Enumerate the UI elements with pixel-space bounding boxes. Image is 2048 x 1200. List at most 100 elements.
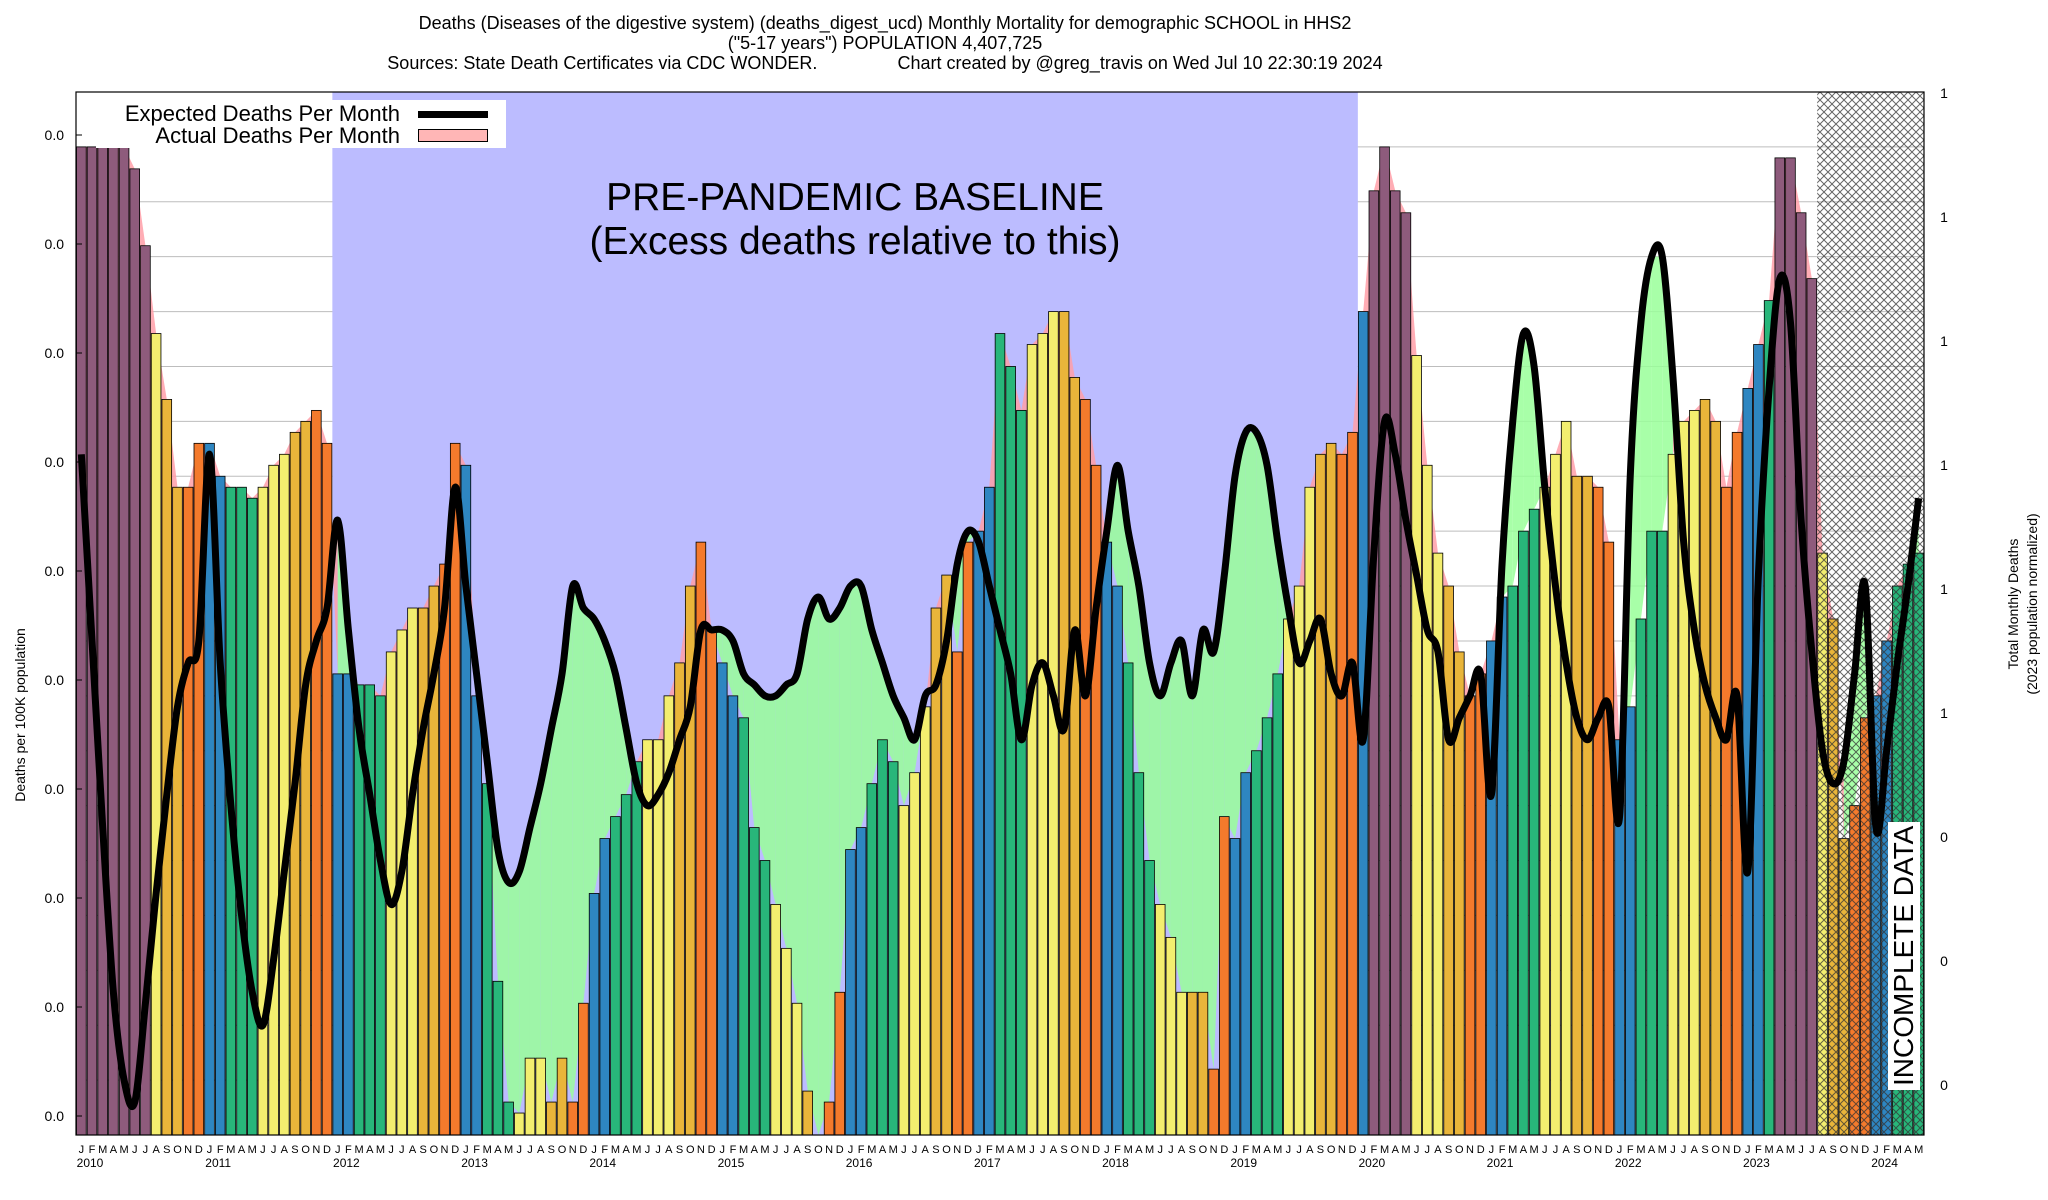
bar — [1026, 344, 1038, 1136]
month-tick-label: A — [1904, 1144, 1912, 1156]
month-tick-label: M — [483, 1144, 492, 1156]
right-tick-label: 0 — [1940, 829, 1948, 845]
month-tick-label: F — [1242, 1144, 1249, 1156]
month-tick-label: M — [739, 1144, 748, 1156]
bar — [417, 607, 429, 1136]
month-tick-label: A — [1050, 1144, 1058, 1156]
excess-band — [572, 586, 584, 1103]
month-tick-label: J — [1617, 1144, 1623, 1156]
month-tick-label: J — [1425, 1144, 1431, 1156]
bar — [1379, 146, 1390, 1136]
excess-band — [497, 849, 509, 1103]
month-tick-label: J — [132, 1144, 138, 1156]
bar — [749, 827, 760, 1136]
month-tick-label: N — [1466, 1144, 1474, 1156]
month-tick-label: J — [1296, 1144, 1302, 1156]
bar — [1795, 212, 1807, 1136]
month-tick-label: J — [1873, 1144, 1879, 1156]
incomplete-data-label: INCOMPLETE DATA — [1888, 821, 1920, 1090]
month-tick-label: M — [760, 1144, 769, 1156]
bar — [268, 464, 279, 1136]
bar — [1208, 1068, 1219, 1136]
bar — [471, 695, 482, 1136]
right-tick-label: 0 — [1940, 1077, 1948, 1093]
month-tick-label: D — [1092, 1144, 1100, 1156]
bar — [898, 805, 910, 1136]
month-tick-label: A — [238, 1144, 246, 1156]
month-tick-label: A — [1135, 1144, 1143, 1156]
month-tick-label: F — [1755, 1144, 1762, 1156]
month-tick-label: D — [1477, 1144, 1485, 1156]
month-tick-label: M — [1530, 1144, 1539, 1156]
bar — [247, 497, 258, 1136]
month-tick-label: J — [1029, 1144, 1035, 1156]
bar — [1400, 212, 1412, 1136]
month-tick-label: M — [119, 1144, 128, 1156]
month-tick-label: S — [932, 1144, 939, 1156]
month-tick-label: D — [964, 1144, 972, 1156]
month-tick-label: M — [1017, 1144, 1026, 1156]
excess-band — [893, 695, 904, 806]
month-tick-label: D — [195, 1144, 203, 1156]
bar — [1325, 442, 1337, 1136]
bar — [1571, 475, 1583, 1136]
bar — [172, 486, 183, 1136]
bar — [1037, 333, 1048, 1136]
excess-band — [839, 586, 851, 993]
month-tick-label: J — [143, 1144, 149, 1156]
left-tick-label: 0.0 — [45, 454, 65, 470]
year-tick-label: 2019 — [1230, 1156, 1257, 1170]
month-tick-label: J — [399, 1144, 405, 1156]
bar — [1251, 750, 1262, 1136]
bar — [759, 860, 771, 1136]
bar — [845, 849, 856, 1136]
month-tick-label: O — [1711, 1144, 1720, 1156]
left-tick-label: 0.0 — [45, 999, 65, 1015]
month-tick-label: A — [1178, 1144, 1186, 1156]
excess-band — [1235, 432, 1246, 839]
excess-band — [786, 673, 798, 1004]
month-tick-label: N — [312, 1144, 320, 1156]
bar — [1646, 530, 1657, 1136]
y-axis-label-right-1: Total Monthly Deaths — [2005, 538, 2021, 670]
bar — [1154, 904, 1166, 1136]
excess-band — [807, 597, 819, 1135]
bar — [1699, 399, 1711, 1136]
left-tick-label: 0.0 — [45, 236, 65, 252]
month-tick-label: A — [1691, 1144, 1699, 1156]
month-tick-label: F — [1371, 1144, 1378, 1156]
left-tick-label: 0.0 — [45, 672, 65, 688]
month-tick-label: J — [1489, 1144, 1495, 1156]
bar — [407, 607, 418, 1136]
month-tick-label: J — [901, 1144, 907, 1156]
bar — [1133, 772, 1145, 1136]
excess-band — [797, 618, 808, 1092]
month-tick-label: J — [1040, 1144, 1046, 1156]
month-tick-label: M — [1401, 1144, 1410, 1156]
month-tick-label: A — [1007, 1144, 1015, 1156]
right-tick-label: 1 — [1940, 581, 1948, 597]
month-tick-label: J — [1157, 1144, 1163, 1156]
month-tick-label: S — [1060, 1144, 1067, 1156]
bar — [1507, 585, 1518, 1136]
month-tick-label: A — [793, 1144, 801, 1156]
month-tick-label: A — [879, 1144, 887, 1156]
month-tick-label: N — [825, 1144, 833, 1156]
year-tick-label: 2016 — [846, 1156, 873, 1170]
month-tick-label: O — [1583, 1144, 1592, 1156]
month-tick-label: A — [110, 1144, 118, 1156]
bar — [1187, 991, 1198, 1136]
month-tick-label: N — [441, 1144, 449, 1156]
year-tick-label: 2011 — [205, 1156, 231, 1170]
month-tick-label: F — [345, 1144, 352, 1156]
bar — [482, 783, 493, 1136]
baseline-annotation-line-1: PRE-PANDEMIC BASELINE — [606, 176, 1104, 219]
bar — [1261, 717, 1273, 1136]
left-tick-label: 0.0 — [45, 127, 65, 143]
month-tick-label: D — [323, 1144, 331, 1156]
bar — [919, 706, 931, 1136]
month-tick-label: S — [1830, 1144, 1837, 1156]
legend: Expected Deaths Per Month Actual Deaths … — [96, 100, 506, 148]
month-tick-label: N — [569, 1144, 577, 1156]
bar — [738, 717, 749, 1136]
